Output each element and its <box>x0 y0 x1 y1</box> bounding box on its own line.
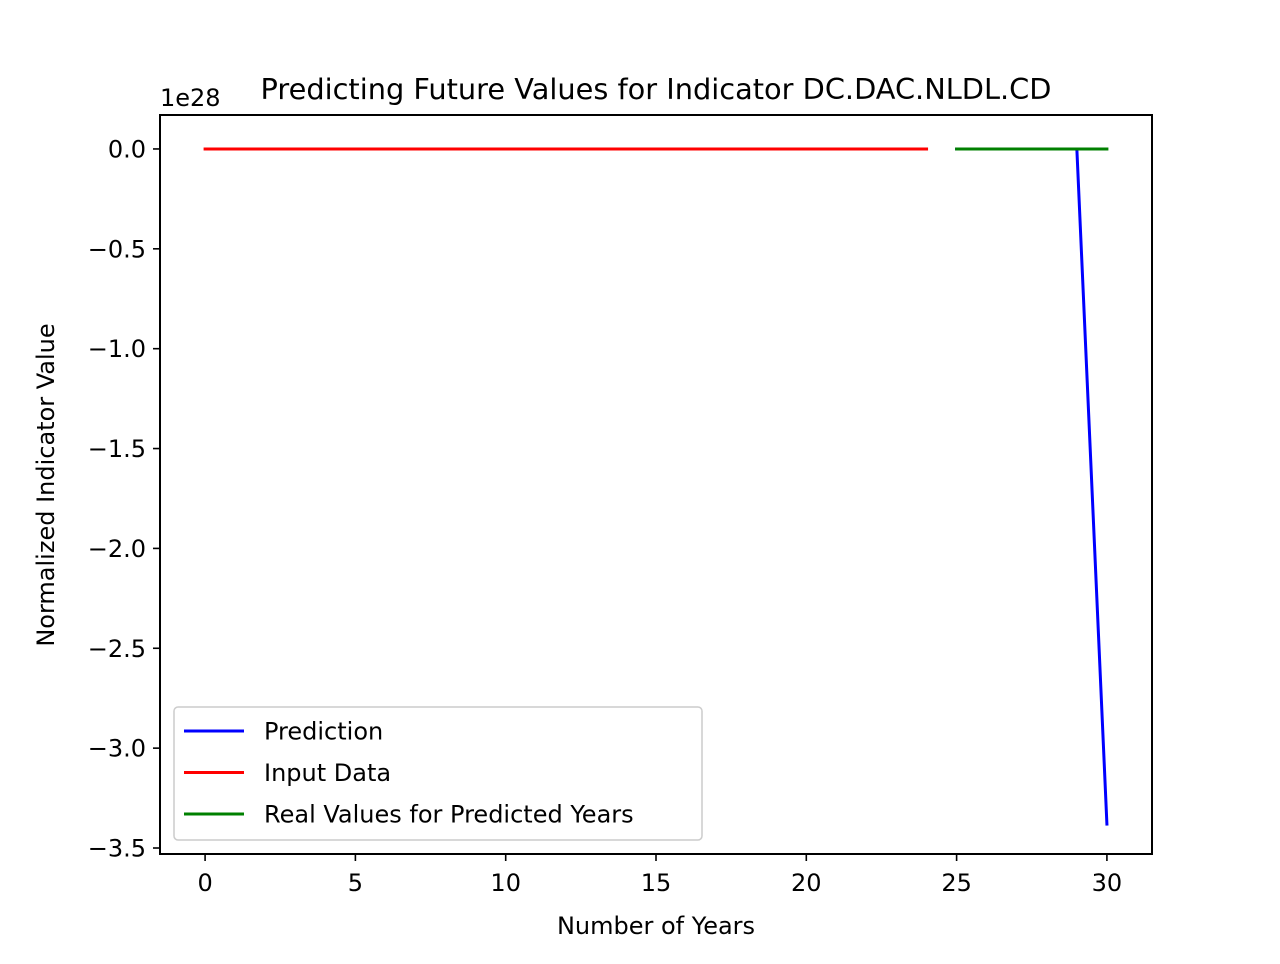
x-tick-label: 5 <box>348 869 363 897</box>
legend: Prediction Input Data Real Values for Pred… <box>173 706 703 841</box>
y-axis-offset-label: 1e28 <box>160 84 221 112</box>
legend-label: Input Data <box>264 759 391 787</box>
y-tick-label: −2.0 <box>88 535 146 563</box>
y-axis: 0.0 −0.5 −1.0 −1.5 −2.0 −2.5 −3.0 −3.5 <box>88 135 160 863</box>
series-line-prediction <box>955 147 1109 826</box>
x-tick-label: 10 <box>490 869 521 897</box>
x-tick-label: 15 <box>641 869 672 897</box>
chart-title: Predicting Future Values for Indicator D… <box>261 72 1052 106</box>
legend-label: Prediction <box>264 718 383 746</box>
legend-label: Real Values for Predicted Years <box>264 801 634 829</box>
x-axis-label: Number of Years <box>557 912 755 940</box>
y-tick-label: −2.5 <box>88 635 146 663</box>
y-tick-label: −3.5 <box>88 835 146 863</box>
y-tick-label: −1.0 <box>88 335 146 363</box>
x-tick-label: 0 <box>197 869 212 897</box>
x-tick-label: 30 <box>1092 869 1123 897</box>
y-tick-label: −1.5 <box>88 435 146 463</box>
y-tick-label: −3.0 <box>88 735 146 763</box>
x-tick-label: 25 <box>941 869 972 897</box>
y-tick-label: −0.5 <box>88 235 146 263</box>
series-layer <box>203 147 1109 826</box>
x-axis: 0 5 10 15 20 25 30 <box>197 854 1122 897</box>
y-tick-label: 0.0 <box>108 135 146 163</box>
x-tick-label: 20 <box>791 869 822 897</box>
y-axis-label: Normalized Indicator Value <box>32 323 60 646</box>
legend-box <box>173 706 703 841</box>
